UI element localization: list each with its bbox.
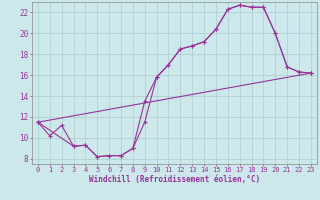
X-axis label: Windchill (Refroidissement éolien,°C): Windchill (Refroidissement éolien,°C) <box>89 175 260 184</box>
